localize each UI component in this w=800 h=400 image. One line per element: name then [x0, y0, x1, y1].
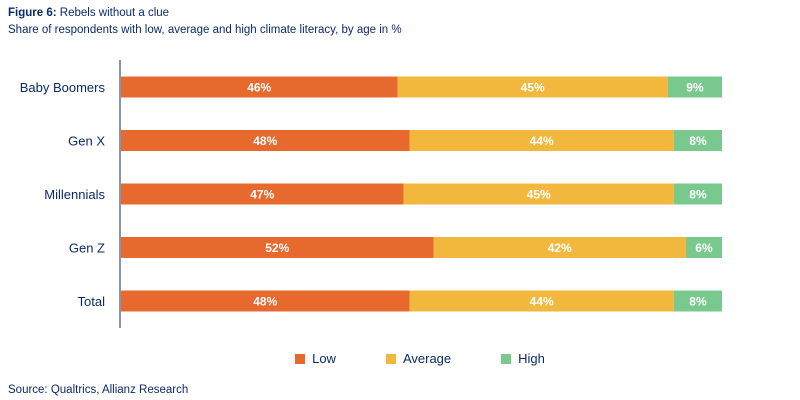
category-label-total: Total [78, 294, 106, 309]
legend-label-high: High [518, 351, 545, 366]
bar-gen-z-high [685, 237, 722, 258]
source-note: Source: Qualtrics, Allianz Research [8, 384, 189, 396]
data-label-gen-x-low: 48% [253, 134, 277, 148]
bars-group: Baby Boomers 46% 45% 9% Gen X 48% 44% 8% Millenn… [20, 76, 722, 312]
bar-gen-z-average [433, 237, 686, 258]
category-label-baby-boomers: Baby Boomers [20, 80, 106, 95]
data-label-gen-z-high: 6% [695, 241, 713, 255]
figure-title: Figure 6: Rebels without a clue [8, 7, 169, 19]
data-label-baby-boomers-low: 46% [247, 81, 271, 95]
data-label-gen-x-average: 44% [530, 134, 554, 148]
bar-baby-boomers-average [397, 76, 668, 98]
data-label-gen-z-low: 52% [265, 241, 289, 255]
legend-swatch-average [385, 353, 396, 364]
category-label-gen-z: Gen Z [69, 241, 105, 256]
legend-label-low: Low [312, 351, 336, 366]
category-label-millennials: Millennials [44, 187, 105, 202]
data-label-millennials-low: 47% [250, 188, 274, 202]
data-label-millennials-average: 45% [527, 188, 551, 202]
data-label-gen-z-average: 42% [548, 241, 572, 255]
bar-gen-x-high [673, 130, 722, 151]
figure-subtitle: Share of respondents with low, average a… [8, 24, 402, 36]
bar-baby-boomers-high [667, 76, 722, 98]
bar-millennials-high [673, 183, 722, 205]
legend-label-average: Average [402, 351, 452, 366]
bar-gen-x-low [121, 130, 410, 151]
figure-label: Figure 6: [8, 7, 57, 19]
legend-swatch-low [295, 353, 306, 364]
bar-gen-x-average [409, 130, 674, 151]
data-label-total-average: 44% [530, 295, 554, 309]
legend: Low Average High [0, 351, 800, 366]
bar-total-low [121, 290, 410, 312]
data-label-total-low: 48% [253, 295, 277, 309]
legend-item-average: Average [385, 351, 452, 366]
category-label-gen-x: Gen X [68, 134, 105, 149]
data-label-millennials-high: 8% [689, 188, 707, 202]
bar-millennials-average [403, 183, 674, 205]
bar-total-high [673, 290, 722, 312]
bar-total-average [409, 290, 674, 312]
data-label-total-high: 8% [689, 295, 707, 309]
bar-baby-boomers-low [121, 76, 398, 98]
legend-swatch-high [501, 353, 512, 364]
stacked-bar-chart: Baby Boomers 46% 45% 9% Gen X 48% 44% 8% Millenn… [20, 60, 722, 328]
data-label-baby-boomers-high: 9% [686, 81, 704, 95]
bar-gen-z-low [121, 237, 434, 258]
data-label-baby-boomers-average: 45% [521, 81, 545, 95]
legend-item-low: Low [295, 351, 336, 366]
figure-title-text: Rebels without a clue [59, 7, 170, 19]
legend-item-high: High [501, 351, 545, 366]
bar-millennials-low [121, 183, 404, 205]
data-label-gen-x-high: 8% [689, 134, 707, 148]
